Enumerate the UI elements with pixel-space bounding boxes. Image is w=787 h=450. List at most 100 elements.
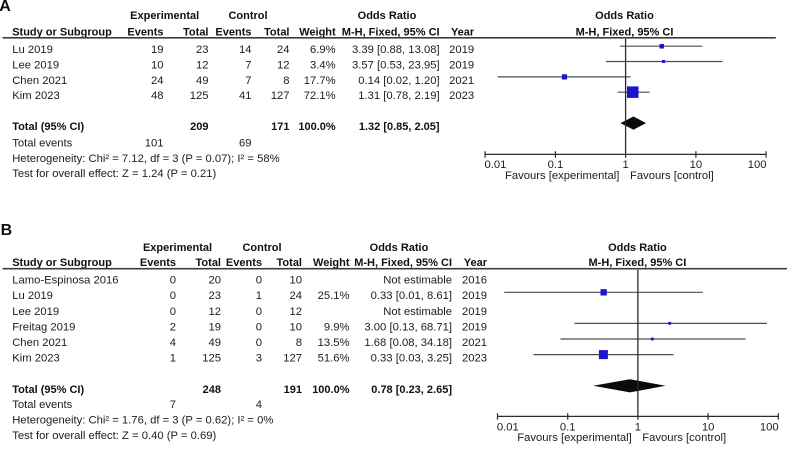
svg-text:12: 12	[277, 59, 290, 71]
svg-text:100.0%: 100.0%	[298, 121, 336, 133]
svg-text:72.1%: 72.1%	[304, 90, 336, 102]
svg-text:1: 1	[622, 159, 628, 171]
svg-text:2023: 2023	[449, 90, 474, 102]
svg-text:Experimental: Experimental	[143, 242, 212, 254]
svg-text:125: 125	[190, 90, 209, 102]
svg-text:20: 20	[208, 275, 221, 287]
svg-text:2019: 2019	[449, 44, 474, 56]
svg-text:23: 23	[208, 290, 221, 302]
svg-text:0.01: 0.01	[485, 159, 507, 171]
svg-text:1: 1	[170, 353, 176, 365]
svg-text:0: 0	[256, 321, 262, 333]
svg-text:Odds Ratio: Odds Ratio	[370, 242, 429, 254]
svg-text:17.7%: 17.7%	[304, 75, 336, 87]
svg-text:Odds Ratio: Odds Ratio	[595, 10, 654, 22]
svg-text:191: 191	[284, 384, 302, 396]
svg-text:Test for overall effect: Z = 0: Test for overall effect: Z = 0.40 (P = 0…	[12, 430, 216, 442]
svg-text:13.5%: 13.5%	[318, 337, 350, 349]
svg-text:12: 12	[208, 306, 221, 318]
svg-text:7: 7	[245, 59, 251, 71]
svg-text:0: 0	[170, 306, 176, 318]
svg-text:12: 12	[289, 306, 302, 318]
svg-text:0.01: 0.01	[497, 421, 519, 433]
svg-text:1.31 [0.78, 2.19]: 1.31 [0.78, 2.19]	[358, 90, 439, 102]
svg-text:Favours [experimental]: Favours [experimental]	[517, 432, 631, 444]
svg-text:4: 4	[170, 337, 176, 349]
svg-text:Heterogeneity: Chi² = 1.76, df: Heterogeneity: Chi² = 1.76, df = 3 (P = …	[12, 415, 273, 427]
svg-text:Events: Events	[127, 26, 163, 38]
svg-text:4: 4	[256, 399, 262, 411]
svg-text:Favours [control]: Favours [control]	[642, 432, 726, 444]
svg-text:0.78 [0.23, 2.65]: 0.78 [0.23, 2.65]	[371, 384, 452, 396]
svg-text:Lee 2019: Lee 2019	[12, 59, 59, 71]
svg-text:Test for overall effect: Z = 1: Test for overall effect: Z = 1.24 (P = 0…	[12, 168, 216, 180]
svg-text:127: 127	[283, 353, 302, 365]
svg-text:Total: Total	[196, 257, 221, 269]
svg-text:Lu 2019: Lu 2019	[12, 290, 53, 302]
svg-text:7: 7	[170, 399, 176, 411]
svg-text:2019: 2019	[462, 321, 487, 333]
svg-text:0.1: 0.1	[548, 159, 564, 171]
svg-text:Year: Year	[451, 26, 475, 38]
svg-text:100: 100	[748, 159, 767, 171]
svg-text:Odds Ratio: Odds Ratio	[608, 242, 667, 254]
svg-text:Heterogeneity: Chi² = 7.12, df: Heterogeneity: Chi² = 7.12, df = 3 (P = …	[12, 153, 279, 165]
svg-text:M-H, Fixed, 95% CI: M-H, Fixed, 95% CI	[576, 26, 674, 38]
svg-text:Chen 2021: Chen 2021	[12, 75, 67, 87]
svg-text:Events: Events	[226, 257, 262, 269]
svg-text:Total: Total	[277, 257, 302, 269]
svg-text:Study or Subgroup: Study or Subgroup	[12, 257, 112, 269]
svg-text:2021: 2021	[462, 337, 487, 349]
svg-text:3: 3	[256, 353, 262, 365]
svg-text:125: 125	[202, 353, 221, 365]
svg-text:3.00 [0.13, 68.71]: 3.00 [0.13, 68.71]	[364, 321, 452, 333]
svg-text:Study or Subgroup: Study or Subgroup	[12, 26, 112, 38]
svg-text:Total events: Total events	[12, 137, 72, 149]
svg-text:Weight: Weight	[299, 26, 336, 38]
svg-text:B: B	[1, 222, 13, 239]
svg-text:3.57 [0.53, 23.95]: 3.57 [0.53, 23.95]	[352, 59, 440, 71]
svg-text:19: 19	[151, 44, 164, 56]
svg-text:1: 1	[635, 421, 641, 433]
svg-text:Not estimable: Not estimable	[383, 275, 452, 287]
svg-text:24: 24	[151, 75, 164, 87]
svg-text:8: 8	[296, 337, 302, 349]
svg-text:2019: 2019	[462, 290, 487, 302]
svg-text:209: 209	[190, 121, 208, 133]
svg-text:48: 48	[151, 90, 164, 102]
svg-text:2016: 2016	[462, 275, 487, 287]
svg-text:0: 0	[256, 337, 262, 349]
svg-text:171: 171	[271, 121, 289, 133]
svg-text:51.6%: 51.6%	[318, 353, 350, 365]
svg-text:Control: Control	[242, 242, 281, 254]
svg-text:0: 0	[170, 290, 176, 302]
svg-text:Total events: Total events	[12, 399, 72, 411]
svg-text:24: 24	[289, 290, 302, 302]
svg-text:A: A	[0, 0, 11, 15]
svg-text:0: 0	[170, 275, 176, 287]
svg-text:100: 100	[760, 421, 779, 433]
svg-text:8: 8	[283, 75, 289, 87]
svg-text:Odds Ratio: Odds Ratio	[358, 10, 417, 22]
svg-text:23: 23	[196, 44, 209, 56]
svg-text:3.39 [0.88, 13.08]: 3.39 [0.88, 13.08]	[352, 44, 440, 56]
svg-text:M-H, Fixed, 95% CI: M-H, Fixed, 95% CI	[589, 257, 687, 269]
svg-text:12: 12	[196, 59, 209, 71]
svg-text:Total (95% CI): Total (95% CI)	[12, 384, 84, 396]
svg-text:Lu 2019: Lu 2019	[12, 44, 53, 56]
svg-text:41: 41	[239, 90, 252, 102]
svg-text:Kim 2023: Kim 2023	[12, 353, 60, 365]
svg-text:2019: 2019	[462, 306, 487, 318]
svg-text:M-H, Fixed, 95% CI: M-H, Fixed, 95% CI	[342, 26, 440, 38]
svg-text:Events: Events	[140, 257, 176, 269]
svg-text:Not estimable: Not estimable	[383, 306, 452, 318]
svg-text:2019: 2019	[449, 59, 474, 71]
svg-text:2023: 2023	[462, 353, 487, 365]
svg-text:24: 24	[277, 44, 290, 56]
svg-text:0: 0	[256, 306, 262, 318]
svg-text:Lee 2019: Lee 2019	[12, 306, 59, 318]
svg-text:0.1: 0.1	[560, 421, 576, 433]
svg-text:1.68 [0.08, 34.18]: 1.68 [0.08, 34.18]	[364, 337, 452, 349]
svg-text:Total (95% CI): Total (95% CI)	[12, 121, 84, 133]
svg-text:19: 19	[208, 321, 221, 333]
